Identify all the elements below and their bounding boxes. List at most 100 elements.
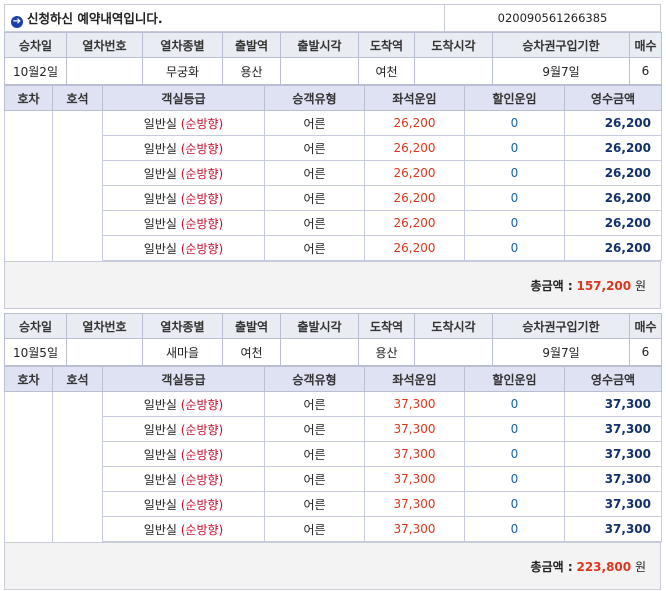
seat-number xyxy=(52,516,103,542)
seat-direction: (순방향) xyxy=(180,497,224,512)
trip-summary-table: 승차일 열차번호 열차종별 출발역 출발시각 도착역 도착시각 승차권구입기한 … xyxy=(4,32,662,85)
receipt-amount: 37,300 xyxy=(564,441,662,467)
trip-summary-row: 10월2일 무궁화 용산 여천 9월7일 6 xyxy=(4,57,662,85)
total-value: 157,200 xyxy=(576,278,632,293)
trip-deadline: 9월7일 xyxy=(492,338,630,366)
seat-direction: (순방향) xyxy=(180,141,224,156)
passenger-type: 어른 xyxy=(264,516,365,542)
seat-row: 일반실 (순방향) 어른 26,200 0 26,200 xyxy=(4,235,662,261)
receipt-amount: 26,200 xyxy=(564,160,662,186)
seat-fare: 37,300 xyxy=(364,416,465,442)
trip-dep-station: 여천 xyxy=(222,338,281,366)
trip-date: 10월2일 xyxy=(4,57,67,85)
trip-dep-station: 용산 xyxy=(222,57,281,85)
col-discount: 할인운임 xyxy=(464,85,565,111)
passenger-type: 어른 xyxy=(264,135,365,161)
col-amount: 영수금액 xyxy=(564,366,662,392)
col-seat: 호석 xyxy=(52,85,103,111)
seat-grade-name: 일반실 xyxy=(143,141,177,156)
passenger-type: 어른 xyxy=(264,210,365,236)
seat-grade-name: 일반실 xyxy=(143,216,177,231)
trip-count: 6 xyxy=(629,57,662,85)
seat-grade: 일반실 (순방향) xyxy=(102,160,265,186)
seat-direction: (순방향) xyxy=(180,522,224,537)
trip-date: 10월5일 xyxy=(4,338,67,366)
seat-grade-name: 일반실 xyxy=(143,191,177,206)
col-dep-time: 출발시각 xyxy=(280,32,359,58)
seat-car xyxy=(4,391,53,417)
seat-row: 일반실 (순방향) 어른 26,200 0 26,200 xyxy=(4,135,662,161)
col-arr-time: 도착시각 xyxy=(414,32,493,58)
seat-car xyxy=(4,416,53,442)
trip-summary-header: 승차일 열차번호 열차종별 출발역 출발시각 도착역 도착시각 승차권구입기한 … xyxy=(4,32,662,58)
col-train-no: 열차번호 xyxy=(66,313,143,339)
col-train-no: 열차번호 xyxy=(66,32,143,58)
col-car: 호차 xyxy=(4,85,53,111)
trip-summary-table: 승차일 열차번호 열차종별 출발역 출발시각 도착역 도착시각 승차권구입기한 … xyxy=(4,313,662,366)
seat-grade-name: 일반실 xyxy=(143,472,177,487)
seat-car xyxy=(4,516,53,542)
reservation-number: 020090561266385 xyxy=(444,4,661,32)
seat-fare: 37,300 xyxy=(364,441,465,467)
total-row: 총금액 : 223,800 원 xyxy=(4,542,661,590)
passenger-type: 어른 xyxy=(264,441,365,467)
total-value: 223,800 xyxy=(576,559,632,574)
trip-dep-time xyxy=(280,338,359,366)
trip-arr-station: 여천 xyxy=(358,57,415,85)
seat-number xyxy=(52,210,103,236)
trip-arr-time xyxy=(414,338,493,366)
seat-direction: (순방향) xyxy=(180,216,224,231)
seat-number xyxy=(52,441,103,467)
seat-fare: 26,200 xyxy=(364,135,465,161)
receipt-amount: 37,300 xyxy=(564,391,662,417)
seat-fare: 37,300 xyxy=(364,491,465,517)
col-count: 매수 xyxy=(629,32,662,58)
seat-grade-name: 일반실 xyxy=(143,166,177,181)
total-label: 총금액 : xyxy=(530,559,573,574)
seat-car xyxy=(4,491,53,517)
discount-fare: 0 xyxy=(464,491,565,517)
seat-grade: 일반실 (순방향) xyxy=(102,185,265,211)
seat-direction: (순방향) xyxy=(180,397,224,412)
discount-fare: 0 xyxy=(464,466,565,492)
discount-fare: 0 xyxy=(464,416,565,442)
col-dep-station: 출발역 xyxy=(222,313,281,339)
col-arr-station: 도착역 xyxy=(358,313,415,339)
seat-row: 일반실 (순방향) 어른 37,300 0 37,300 xyxy=(4,491,662,517)
trip-train-no xyxy=(66,338,143,366)
seat-row: 일반실 (순방향) 어른 26,200 0 26,200 xyxy=(4,110,662,136)
seat-grade: 일반실 (순방향) xyxy=(102,110,265,136)
col-dep-time: 출발시각 xyxy=(280,313,359,339)
discount-fare: 0 xyxy=(464,516,565,542)
col-arr-time: 도착시각 xyxy=(414,313,493,339)
col-passenger-type: 승객유형 xyxy=(264,366,365,392)
receipt-amount: 26,200 xyxy=(564,235,662,261)
seat-fare: 37,300 xyxy=(364,466,465,492)
trip-train-type: 무궁화 xyxy=(142,57,223,85)
seat-direction: (순방향) xyxy=(180,447,224,462)
passenger-type: 어른 xyxy=(264,235,365,261)
col-grade: 객실등급 xyxy=(102,85,265,111)
reservation-panel: ➔ 신청하신 예약내역입니다. 020090561266385 승차일 열차번호 … xyxy=(4,4,662,590)
trip-arr-station: 용산 xyxy=(358,338,415,366)
total-row: 총금액 : 157,200 원 xyxy=(4,261,661,309)
trip-summary-row: 10월5일 새마을 여천 용산 9월7일 6 xyxy=(4,338,662,366)
seat-grade: 일반실 (순방향) xyxy=(102,516,265,542)
seat-grade: 일반실 (순방향) xyxy=(102,135,265,161)
seat-number xyxy=(52,135,103,161)
receipt-amount: 26,200 xyxy=(564,210,662,236)
seat-number xyxy=(52,235,103,261)
arrow-right-icon: ➔ xyxy=(11,16,23,28)
panel-title-text: 신청하신 예약내역입니다. xyxy=(27,11,163,26)
seat-fare: 26,200 xyxy=(364,185,465,211)
receipt-amount: 37,300 xyxy=(564,416,662,442)
seat-car xyxy=(4,135,53,161)
total-unit: 원 xyxy=(634,559,646,574)
seat-number xyxy=(52,466,103,492)
seat-direction: (순방향) xyxy=(180,422,224,437)
col-amount: 영수금액 xyxy=(564,85,662,111)
seat-direction: (순방향) xyxy=(180,241,224,256)
receipt-amount: 37,300 xyxy=(564,516,662,542)
col-grade: 객실등급 xyxy=(102,366,265,392)
col-fare: 좌석운임 xyxy=(364,366,465,392)
